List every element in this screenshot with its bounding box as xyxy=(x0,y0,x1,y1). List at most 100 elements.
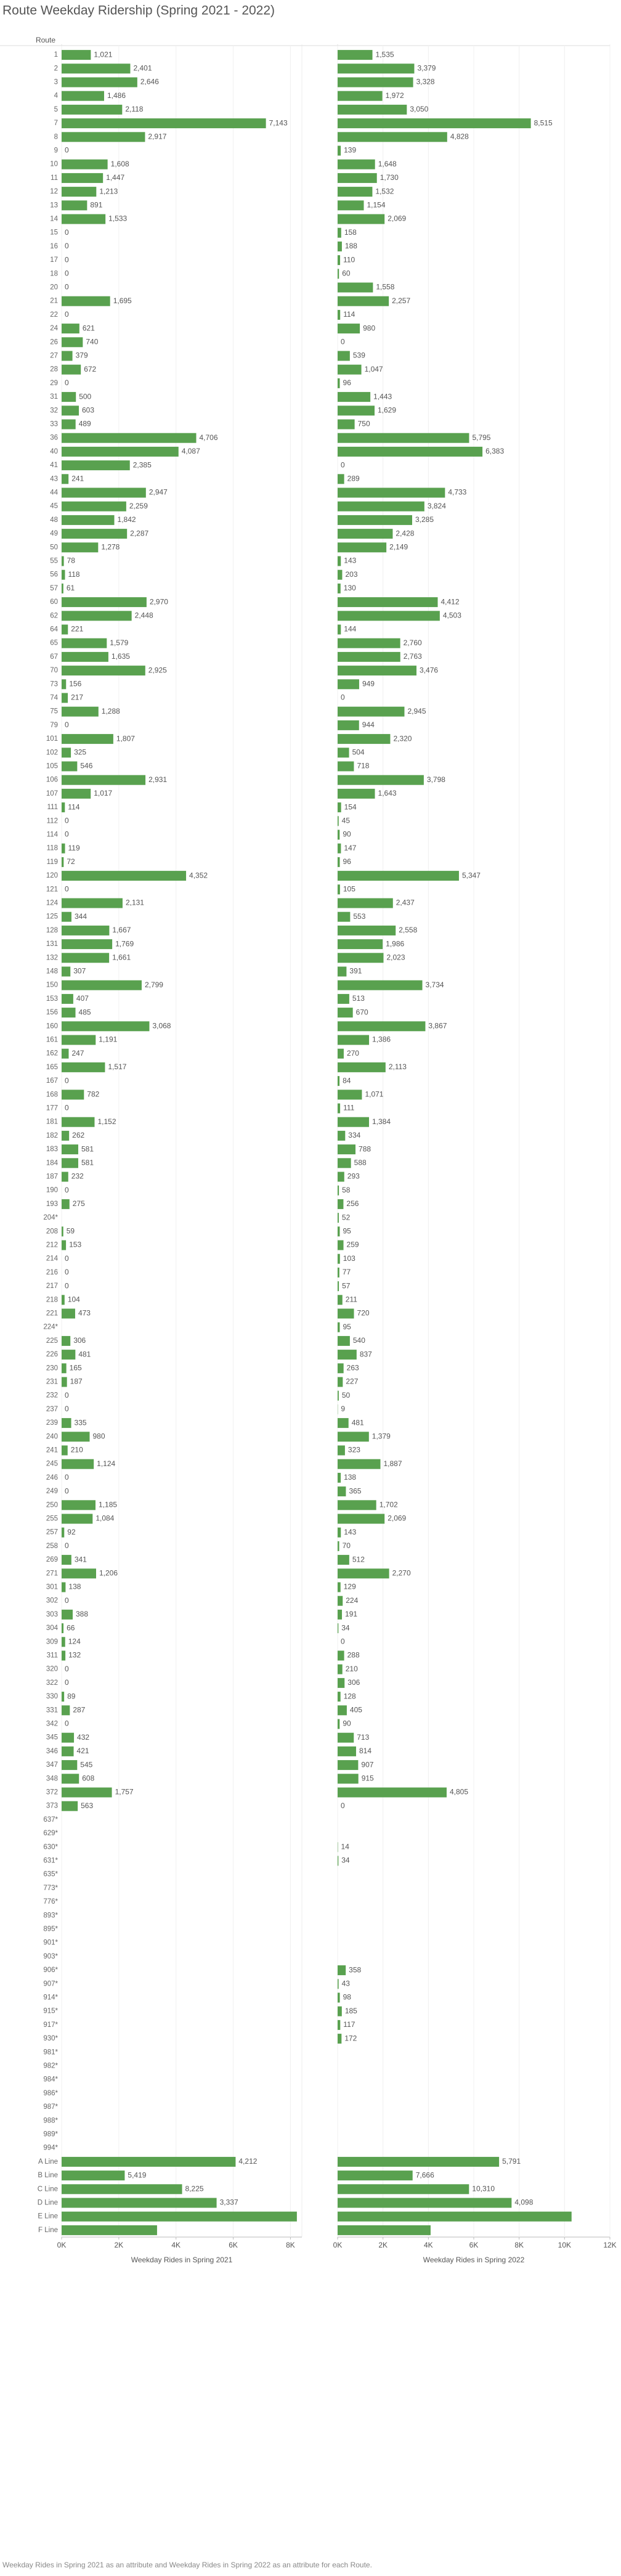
category-label: 79 xyxy=(50,722,58,729)
value-label: 325 xyxy=(74,748,86,756)
value-label: 110 xyxy=(343,255,355,264)
value-label: 119 xyxy=(68,844,80,852)
value-label: 224 xyxy=(346,1596,358,1605)
category-label: 74 xyxy=(50,695,58,702)
value-label: 2,448 xyxy=(135,611,153,619)
value-label: 139 xyxy=(344,146,356,155)
bar xyxy=(338,173,377,183)
category-label: 224* xyxy=(43,1324,58,1331)
category-label: 187 xyxy=(46,1173,58,1181)
bar xyxy=(62,1527,65,1538)
value-label: 1,629 xyxy=(378,406,396,414)
x-tick-label: 0K xyxy=(333,2241,343,2249)
bar xyxy=(338,1445,345,1456)
value-label: 262 xyxy=(72,1131,84,1139)
value-label: 672 xyxy=(84,365,96,373)
bar xyxy=(62,1787,112,1798)
value-label: 287 xyxy=(73,1705,85,1714)
bar xyxy=(62,925,110,935)
category-label: 3 xyxy=(54,79,58,86)
value-label: 129 xyxy=(344,1583,356,1591)
bar xyxy=(62,966,71,977)
category-label: 44 xyxy=(50,489,58,497)
category-label: 65 xyxy=(50,640,58,647)
category-label: 29 xyxy=(50,380,58,387)
bar xyxy=(338,63,415,74)
category-label: 217 xyxy=(46,1282,58,1290)
value-label: 1,807 xyxy=(116,734,135,743)
bar xyxy=(62,1746,74,1756)
category-label: 118 xyxy=(47,845,58,852)
bar xyxy=(338,501,424,512)
value-label: 944 xyxy=(362,720,375,729)
bar xyxy=(62,1117,95,1127)
x-tick-label: 12K xyxy=(603,2241,616,2249)
category-label: 27 xyxy=(50,353,58,360)
x-tick-label: 2K xyxy=(378,2241,388,2249)
value-label: 3,050 xyxy=(410,105,428,113)
value-label: 211 xyxy=(346,1295,357,1303)
value-label: 907 xyxy=(361,1760,373,1769)
bar xyxy=(338,1582,341,1592)
value-label: 128 xyxy=(344,1692,356,1700)
category-label: 41 xyxy=(50,462,58,469)
value-label: 43 xyxy=(342,1979,351,1987)
value-label: 111 xyxy=(343,1104,355,1112)
value-label: 546 xyxy=(80,762,92,770)
value-label: 1,730 xyxy=(380,173,399,182)
value-label: 92 xyxy=(67,1528,76,1536)
value-label: 1,648 xyxy=(378,160,397,168)
bar xyxy=(338,1158,351,1168)
category-label: 148 xyxy=(46,968,58,976)
category-label: 50 xyxy=(50,544,58,551)
value-label: 154 xyxy=(344,802,357,811)
bar xyxy=(62,50,91,60)
value-label: 2,931 xyxy=(148,775,167,784)
category-label: A Line xyxy=(38,2158,58,2166)
value-label: 14 xyxy=(341,1842,350,1851)
bar xyxy=(338,1322,340,1332)
bar xyxy=(338,2211,572,2222)
bar xyxy=(338,1664,343,1674)
category-label: 184 xyxy=(46,1159,59,1167)
value-label: 407 xyxy=(76,994,89,1003)
bar xyxy=(338,1048,344,1059)
value-label: 1,535 xyxy=(376,50,394,59)
category-label: 637* xyxy=(43,1816,58,1824)
bar xyxy=(338,569,343,580)
bar xyxy=(338,1459,381,1469)
bar xyxy=(62,1021,150,1032)
value-label: 2,646 xyxy=(140,78,159,86)
bar xyxy=(62,1760,78,1771)
value-label: 1,695 xyxy=(113,296,132,305)
value-label: 188 xyxy=(345,242,357,250)
value-label: 95 xyxy=(343,1323,351,1331)
value-label: 581 xyxy=(81,1158,94,1167)
value-label: 2,428 xyxy=(396,529,414,537)
footnote: Weekday Rides in Spring 2021 as an attri… xyxy=(2,2561,372,2569)
value-label: 0 xyxy=(65,1404,69,1413)
category-label: 903* xyxy=(43,1953,58,1960)
value-label: 6,383 xyxy=(485,447,504,455)
category-label: 322 xyxy=(46,1679,58,1687)
value-label: 270 xyxy=(347,1049,359,1058)
value-label: 187 xyxy=(70,1377,83,1386)
value-label: 210 xyxy=(71,1446,83,1454)
category-label: 221 xyxy=(46,1310,58,1318)
value-label: 247 xyxy=(71,1049,84,1058)
bar xyxy=(338,1965,346,1976)
value-label: 949 xyxy=(362,679,375,688)
bar xyxy=(338,1527,341,1538)
bar xyxy=(338,1363,344,1374)
value-label: 2,149 xyxy=(389,542,408,551)
value-label: 0 xyxy=(65,310,69,319)
value-label: 153 xyxy=(69,1241,81,1249)
bar xyxy=(62,857,64,867)
value-label: 1,667 xyxy=(112,926,131,934)
bar xyxy=(62,1158,78,1168)
bar xyxy=(62,1008,76,1018)
category-label: 24 xyxy=(50,325,58,332)
bar xyxy=(338,1199,344,1209)
bar xyxy=(338,214,385,224)
category-label: 17 xyxy=(50,256,58,264)
